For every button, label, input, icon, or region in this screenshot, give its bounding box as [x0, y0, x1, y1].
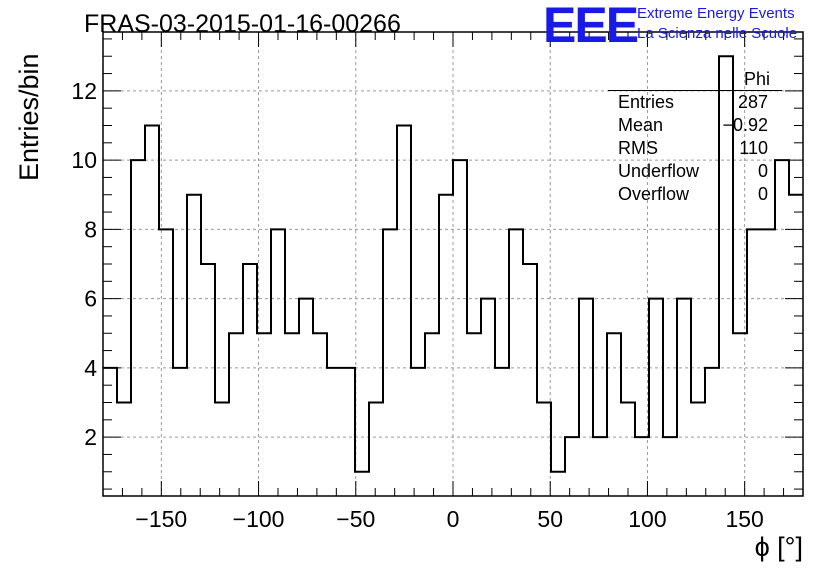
- histogram-bin: [663, 437, 677, 496]
- x-tick-label: 150: [725, 506, 763, 532]
- histogram-bin: [565, 437, 579, 496]
- x-tick-label: −100: [233, 506, 285, 532]
- histogram-bin: [495, 368, 509, 496]
- histogram-bin: [299, 299, 313, 496]
- histogram-bin: [201, 264, 215, 496]
- histogram-bin: [313, 333, 327, 496]
- y-tick-label: 8: [84, 216, 97, 242]
- logo-caption-line2: La Scienza nelle Scuole: [637, 25, 798, 42]
- stats-value: 0: [757, 161, 768, 181]
- y-tick-label: 12: [71, 78, 97, 104]
- y-tick-label: 4: [84, 355, 97, 381]
- x-tick-label: 100: [628, 506, 666, 532]
- histogram-bin: [761, 229, 775, 496]
- histogram-bin: [145, 125, 159, 496]
- histogram-bin: [649, 299, 663, 496]
- histogram-bin: [691, 403, 705, 496]
- stats-label: Mean: [618, 115, 664, 135]
- logo-caption: Extreme Energy Events La Scienza nelle S…: [637, 4, 797, 44]
- x-axis-label: ϕ [°]: [754, 532, 803, 562]
- histogram-bin: [327, 368, 341, 496]
- histogram-bin: [355, 472, 369, 496]
- x-tick-label: −150: [135, 506, 187, 532]
- histogram-bin: [383, 229, 397, 496]
- histogram-bin: [439, 195, 453, 496]
- histogram-bin: [453, 160, 467, 496]
- histogram-bars: [103, 55, 803, 496]
- stats-row: Mean −0.92: [610, 114, 778, 137]
- stats-label: RMS: [618, 138, 658, 158]
- axes: [102, 31, 804, 497]
- stats-divider: [608, 90, 782, 91]
- y-tick-label: 2: [84, 424, 97, 450]
- histogram-bin: [159, 229, 173, 496]
- histogram-bin: [341, 368, 355, 496]
- tick-labels: −150 −100 −50 0 50 100 150 2 4 6 8 10 12: [71, 78, 763, 532]
- x-tick-label: −50: [336, 506, 375, 532]
- y-tick-label: 6: [84, 286, 97, 312]
- histogram-bin: [747, 229, 761, 496]
- stats-value: 110: [739, 138, 768, 158]
- histogram-bin: [173, 368, 187, 496]
- histogram-bin: [593, 437, 607, 496]
- histogram-bin: [705, 368, 719, 496]
- histogram-bin: [607, 333, 621, 496]
- histogram-bin: [733, 333, 747, 496]
- histogram-outline: [103, 55, 803, 473]
- stats-row: Underflow 0: [610, 160, 778, 183]
- histogram-bin: [117, 403, 131, 496]
- y-axis-label: Entries/bin: [14, 53, 44, 181]
- histogram-bin: [677, 299, 691, 496]
- stats-title: Phi: [743, 69, 770, 89]
- histogram-bin: [131, 160, 145, 496]
- stats-row: Entries 287: [610, 91, 778, 114]
- histogram-bin: [103, 368, 117, 496]
- histogram-bin: [425, 333, 439, 496]
- histogram-bin: [481, 299, 495, 496]
- stats-value: 0: [757, 184, 768, 204]
- histogram-bin: [467, 333, 481, 496]
- histogram-bin: [257, 333, 271, 496]
- stats-box: Phi Entries 287 Mean −0.92 RMS 110 Underflo…: [608, 68, 782, 206]
- histogram-bin: [579, 299, 593, 496]
- x-tick-label: 50: [537, 506, 563, 532]
- histogram-bin: [243, 264, 257, 496]
- histogram-bin: [789, 195, 803, 496]
- histogram-bin: [271, 229, 285, 496]
- logo-caption-line1: Extreme Energy Events: [637, 5, 795, 22]
- stats-label: Overflow: [618, 184, 690, 204]
- histogram-bin: [537, 403, 551, 496]
- histogram-bin: [285, 333, 299, 496]
- stats-label: Entries: [618, 92, 675, 112]
- stats-label: Underflow: [618, 161, 700, 181]
- stats-value: −0.92: [722, 115, 768, 135]
- histogram-bin: [187, 195, 201, 496]
- histogram-bin: [523, 264, 537, 496]
- histogram-bin: [509, 229, 523, 496]
- histogram-bin: [215, 403, 229, 496]
- y-tick-label: 10: [71, 147, 97, 173]
- eee-logo: EEE: [543, 0, 639, 53]
- histogram-bin: [369, 403, 383, 496]
- stats-row: RMS 110: [610, 137, 778, 160]
- histogram-bin: [411, 368, 425, 496]
- histogram-bin: [551, 472, 565, 496]
- x-tick-label: 0: [447, 506, 460, 532]
- stats-row: Overflow 0: [610, 183, 778, 206]
- histogram-bin: [621, 403, 635, 496]
- histogram-bin: [229, 333, 243, 496]
- histogram-bin: [775, 160, 789, 496]
- chart-title: FRAS-03-2015-01-16-00266: [84, 10, 401, 38]
- histogram-bin: [635, 437, 649, 496]
- histogram-bin: [397, 125, 411, 496]
- stats-value: 287: [737, 92, 768, 112]
